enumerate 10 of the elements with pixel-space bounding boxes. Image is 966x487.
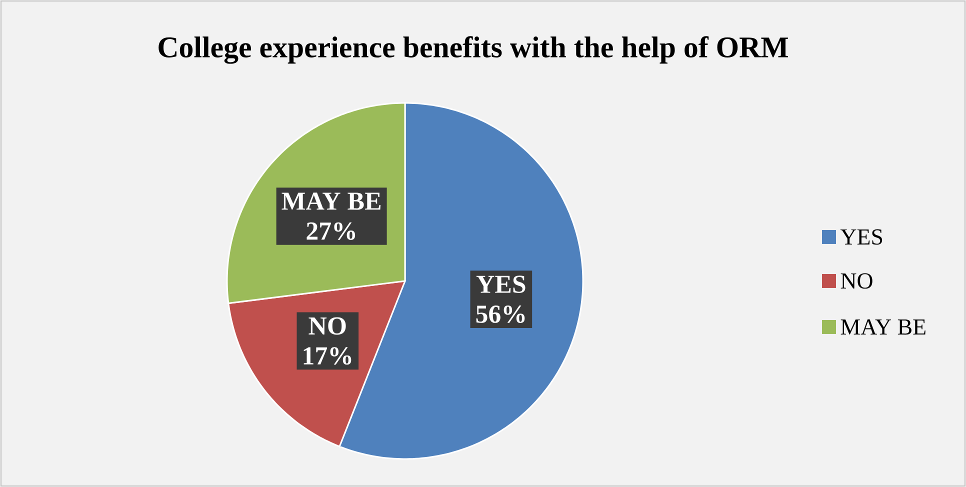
slice-label: YES — [476, 276, 526, 294]
legend-label: YES — [840, 229, 882, 245]
data-label: 56% — [476, 305, 525, 324]
slice-label: NO — [308, 317, 346, 335]
data-label: 27% — [306, 222, 356, 240]
data-label: 17% — [304, 347, 352, 365]
legend-label: NO — [840, 273, 872, 289]
slice-label: MAY BE — [282, 192, 380, 210]
chart-title: College experience benefits with the help of ORM — [158, 36, 788, 64]
legend-label: MAY BE — [840, 319, 926, 335]
